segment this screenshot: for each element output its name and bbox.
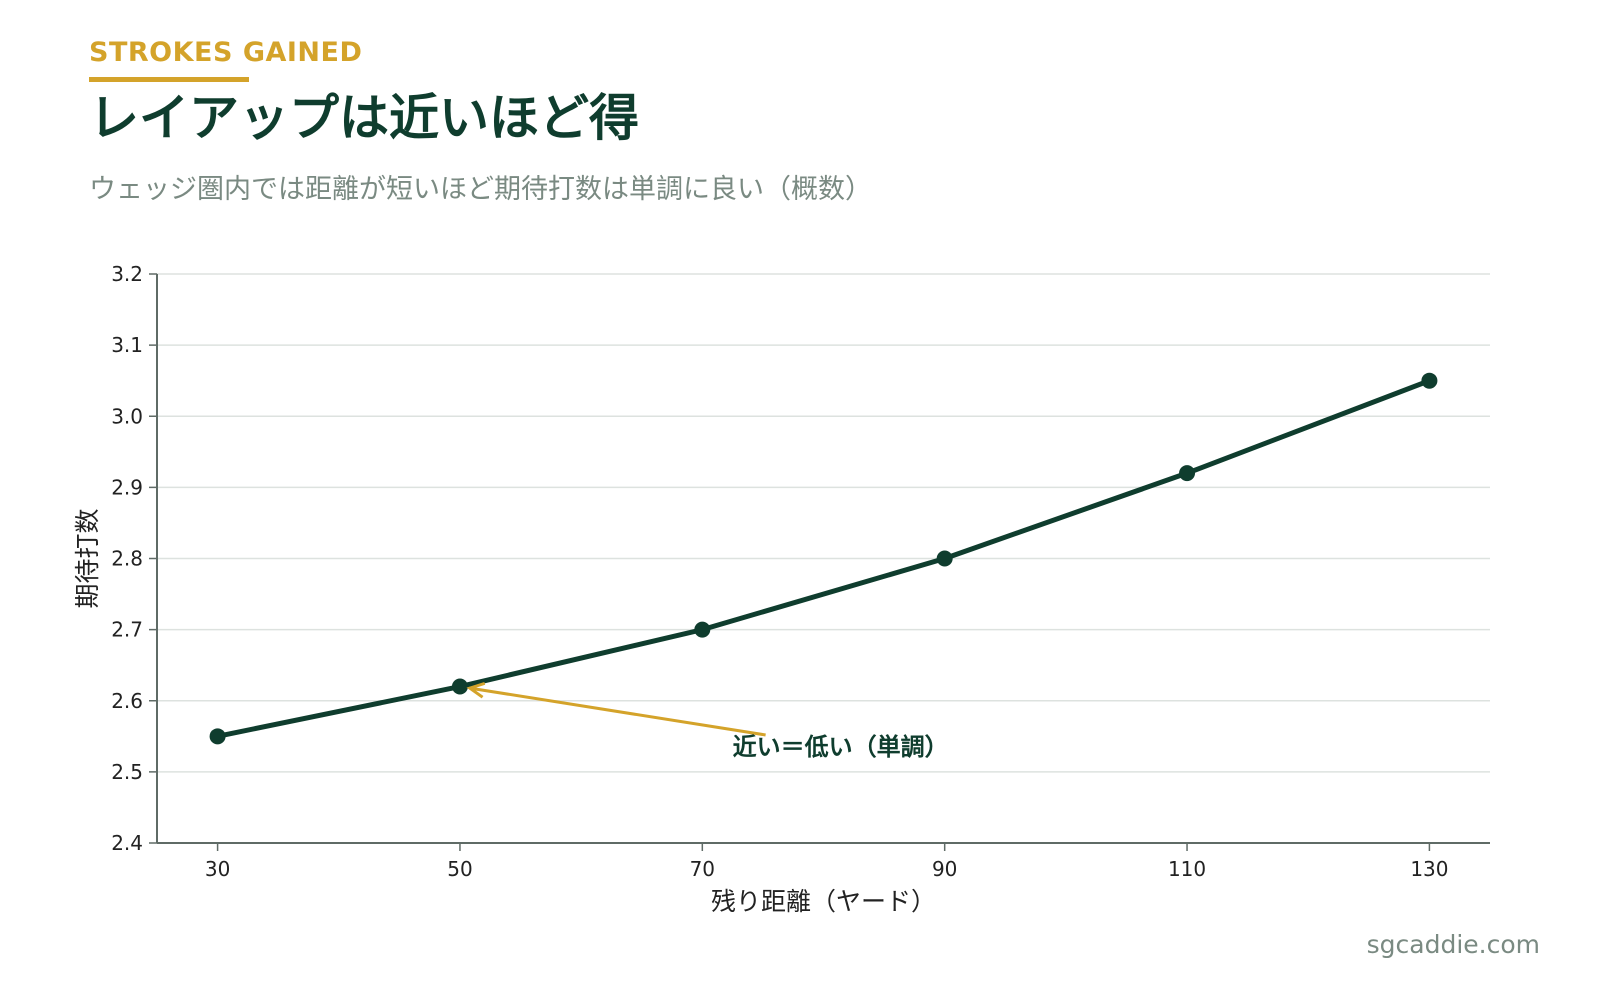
annotation-layer: 近い＝低い（単調） — [466, 681, 949, 761]
x-tick-label: 110 — [1168, 857, 1206, 881]
page-subtitle: ウェッジ圏内では距離が短いほど期待打数は単調に良い（概数） — [89, 174, 872, 205]
y-tick-label: 3.2 — [111, 262, 143, 286]
data-point — [451, 678, 468, 695]
annotation-label: 近い＝低い（単調） — [733, 733, 949, 761]
x-tick-label: 70 — [690, 857, 715, 881]
y-tick-label: 2.5 — [111, 760, 143, 784]
data-point — [936, 550, 953, 567]
y-tick-label: 2.4 — [111, 831, 143, 855]
data-point — [1421, 372, 1438, 389]
y-tick-label: 3.1 — [111, 333, 143, 357]
x-tick-label: 30 — [205, 857, 230, 881]
x-tick-label: 50 — [447, 857, 472, 881]
eyebrow-underline — [89, 77, 249, 82]
x-tick-label: 130 — [1410, 857, 1448, 881]
series-line — [215, 378, 1432, 739]
y-tick-label: 3.0 — [111, 404, 143, 428]
data-point — [694, 621, 711, 638]
y-tick-label: 2.6 — [111, 689, 143, 713]
annotation-arrow — [469, 686, 766, 737]
y-tick-label: 2.9 — [111, 475, 143, 499]
x-tick-label: 90 — [932, 857, 957, 881]
y-tick-label: 2.7 — [111, 618, 143, 642]
eyebrow-label: STROKES GAINED — [89, 37, 363, 68]
data-point — [209, 728, 226, 745]
y-axis-label: 期待打数 — [73, 508, 102, 608]
series-layer — [209, 372, 1438, 745]
y-tick-label: 2.8 — [111, 547, 143, 571]
axis-layer: 2.4 2.5 2.6 2.7 2.8 2.9 3.0 3.1 3.2 30 50 70 90 110 13… — [111, 262, 1490, 881]
annotation-arrowhead — [466, 681, 486, 699]
site-credit: sgcaddie.com — [1366, 930, 1540, 959]
data-point — [1179, 465, 1196, 482]
page-title: レイアップは近いほど得 — [89, 89, 639, 147]
x-axis-label: 残り距離（ヤード） — [711, 887, 936, 916]
